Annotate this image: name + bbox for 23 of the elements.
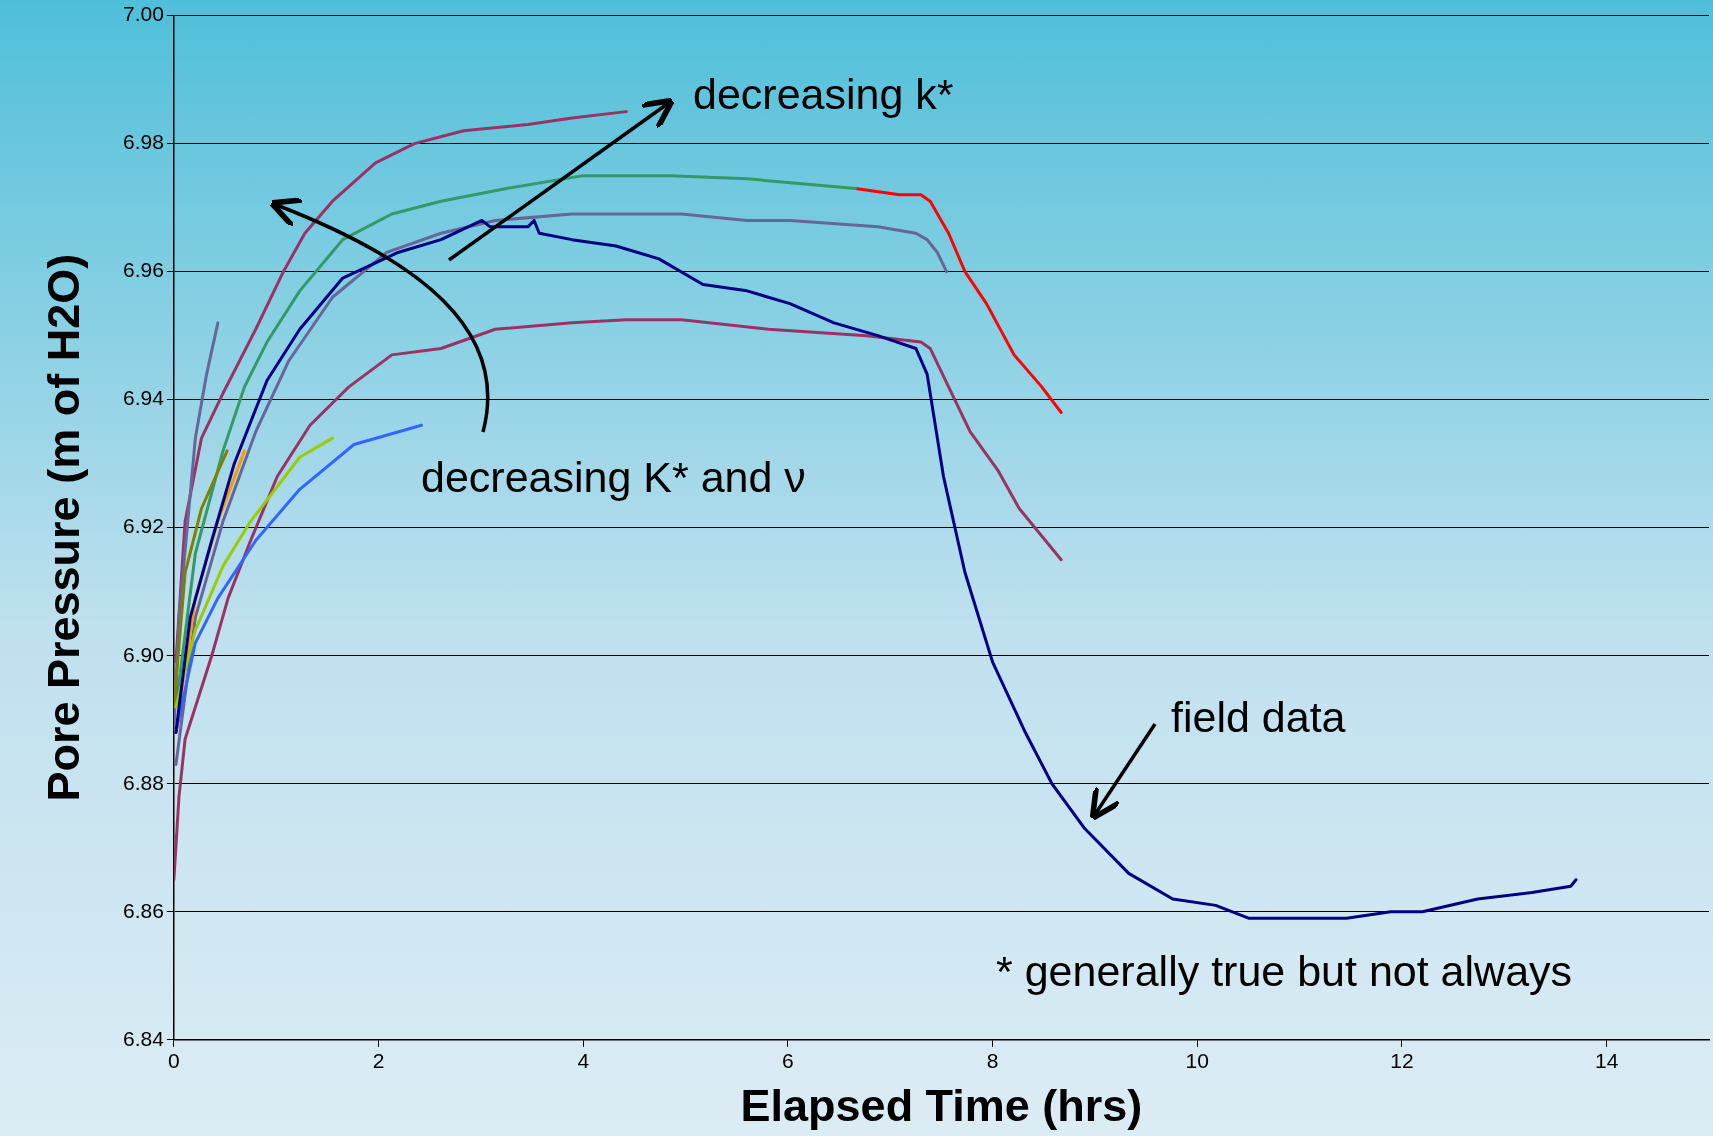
x-tick-label: 14 <box>1594 1049 1619 1073</box>
x-tick-label: 8 <box>986 1049 999 1073</box>
annotation: field data <box>1171 693 1346 741</box>
x-tick-label: 6 <box>782 1049 794 1073</box>
y-axis-title: Pore Pressure (m of H2O) <box>38 253 90 802</box>
annotation: decreasing k* <box>693 70 954 118</box>
x-axis-title: Elapsed Time (hrs) <box>740 1080 1143 1132</box>
x-tick-label: 4 <box>577 1049 590 1073</box>
annotation: decreasing K* and ν <box>421 453 806 501</box>
x-tick-label: 2 <box>372 1049 385 1073</box>
x-tick-label: 0 <box>168 1049 180 1073</box>
y-tick-label: 6.94 <box>123 386 165 410</box>
annotation: * generally true but not always <box>996 947 1573 995</box>
x-tick-label: 12 <box>1390 1049 1414 1073</box>
y-tick-label: 7.00 <box>123 2 164 26</box>
y-tick-label: 6.84 <box>123 1026 165 1050</box>
x-tick-label: 10 <box>1185 1049 1209 1073</box>
y-tick-label: 6.98 <box>123 130 164 154</box>
y-tick-label: 6.90 <box>123 642 164 666</box>
y-tick-label: 6.88 <box>123 770 164 794</box>
y-tick-label: 6.92 <box>123 514 164 538</box>
y-tick-label: 6.86 <box>123 898 164 922</box>
y-tick-label: 6.96 <box>123 258 164 282</box>
